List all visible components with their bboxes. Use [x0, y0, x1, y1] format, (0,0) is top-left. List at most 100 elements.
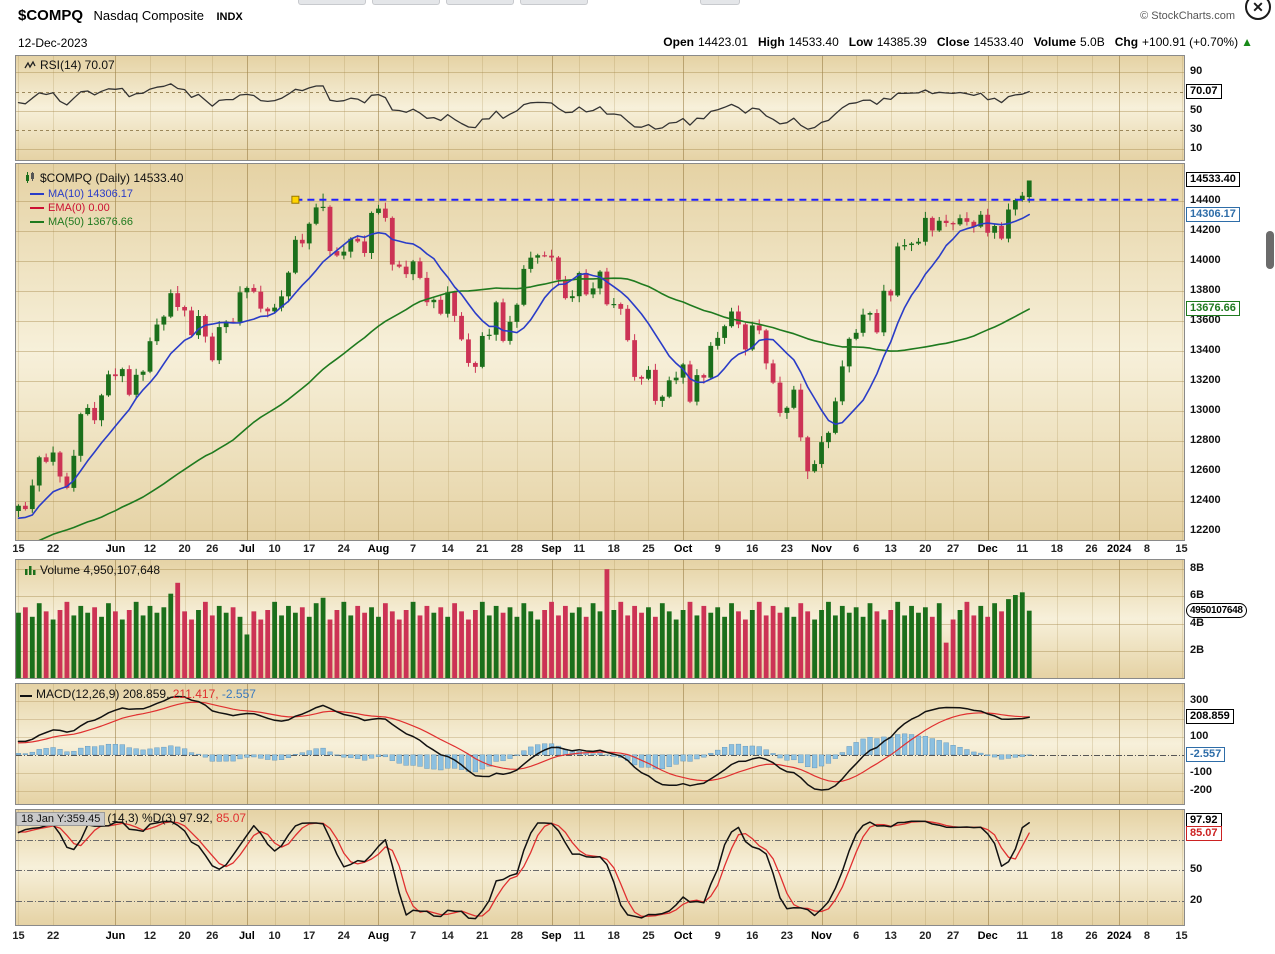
close-icon: ✕ [1252, 0, 1264, 15]
quote-field-value: 14533.40 [788, 35, 839, 49]
price-axis-label: 13600 [1190, 313, 1221, 326]
x-tick-label: Dec [977, 543, 998, 555]
price-axis-label: 14400 [1190, 193, 1221, 206]
quote-field-value: 14385.39 [876, 35, 927, 49]
price-axis-label: 12400 [1190, 493, 1221, 506]
legend-label: MA(50) 13676.66 [48, 216, 133, 228]
volume-axis-label: 8B [1190, 562, 1205, 575]
x-tick-label: 10 [268, 543, 281, 555]
ma10-value-box: 14306.17 [1186, 206, 1240, 222]
price-title-text: $COMPQ (Daily) 14533.40 [40, 171, 184, 185]
price-overlay-legend-item: MA(10) 14306.17 [30, 187, 133, 201]
stochastic-panel-title: 18 Jan Y:359.45 (14,3) %D(3) 97.92, 85.07 [16, 811, 246, 826]
legend-line-swatch [30, 221, 44, 224]
quote-summary: Open 14423.01 High 14533.40 Low 14385.39 Close… [653, 35, 1253, 49]
macd-hist-box: -2.557 [1186, 747, 1226, 763]
price-panel-title: $COMPQ (Daily) 14533.40 [24, 171, 183, 186]
macd-line [17, 695, 1030, 791]
macd-hist-value: -2.557 [221, 687, 256, 701]
quote-field-value: 14423.01 [697, 35, 749, 49]
x-tick-label: Jul [238, 930, 255, 942]
macd-value-box: 208.859 [1186, 709, 1234, 725]
x-tick-label: 12 [143, 543, 157, 555]
x-tick-label: 15 [12, 930, 25, 942]
x-tick-label: 28 [510, 930, 524, 942]
x-tick-label: 26 [206, 543, 219, 555]
browser-tab-sliver[interactable] [298, 0, 366, 5]
quote-field-label: Close [936, 35, 970, 49]
quote-field-label: High [758, 35, 785, 49]
quote-date: 12-Dec-2023 [18, 36, 88, 50]
x-tick-label: Dec [977, 930, 998, 942]
price-axis-label: 12200 [1190, 523, 1221, 536]
x-tick-label: 12 [143, 930, 157, 942]
x-axis-top: 15 22 Jun 12 20 26 Jul 10 17 24 Aug 7 14 21 28 Sep 11 18 2… [0, 543, 1275, 559]
x-tick-label: 17 [303, 543, 316, 555]
legend-line-swatch [30, 207, 44, 210]
x-tick-label: 8 [1143, 543, 1150, 555]
quote-field-value: 14533.40 [973, 35, 1024, 49]
price-axis-label: 12800 [1190, 433, 1221, 446]
x-tick-label: Nov [811, 930, 832, 942]
stoch-d-value: 85.07 [216, 811, 247, 825]
x-tick-label: 23 [780, 930, 794, 942]
x-tick-label: Nov [811, 543, 832, 555]
x-tick-label: 13 [884, 543, 897, 555]
x-tick-label: 26 [206, 930, 219, 942]
ma10-line [17, 213, 1030, 520]
close-button[interactable]: ✕ [1245, 0, 1271, 20]
volume-bars-icon [24, 564, 36, 578]
volume-axis-label: 6B [1190, 589, 1205, 602]
x-tick-label: 20 [919, 930, 932, 942]
x-tick-label: Sep [541, 930, 562, 942]
stoch-k-box: 97.92 [1186, 813, 1222, 829]
browser-tab-sliver[interactable] [520, 0, 588, 5]
price-overlay-legend: MA(10) 14306.17 EMA(0) 0.00 MA(50) 13676.6… [30, 187, 133, 229]
x-tick-label: 13 [884, 930, 897, 942]
x-tick-label: 11 [1016, 930, 1029, 942]
x-tick-label: 9 [714, 543, 721, 555]
x-tick-label: Jul [238, 543, 255, 555]
macd-axis-label: -100 [1190, 765, 1213, 778]
x-tick-label: Sep [541, 543, 562, 555]
macd-line-icon [20, 688, 32, 702]
browser-tab-sliver[interactable] [700, 0, 740, 5]
price-plot [15, 163, 1185, 541]
browser-tab-sliver[interactable] [446, 0, 514, 5]
ma50-line [35, 277, 1030, 541]
x-tick-label: 15 [1175, 543, 1188, 555]
x-tick-label: 15 [1175, 930, 1188, 942]
x-tick-label: 14 [441, 930, 454, 942]
browser-tab-sliver[interactable] [372, 0, 440, 5]
x-tick-label: 2024 [1106, 930, 1132, 942]
chart-header: $COMPQ Nasdaq Composite INDX [18, 7, 243, 25]
x-tick-label: 21 [476, 543, 489, 555]
x-tick-label: 7 [410, 543, 417, 555]
macd-plot [15, 683, 1185, 805]
stoch-d-box: 85.07 [1186, 826, 1222, 842]
quote-field-label: Chg [1114, 35, 1139, 49]
x-tick-label: 11 [573, 543, 586, 555]
exchange-label: INDX [216, 11, 243, 23]
x-tick-label: 25 [642, 543, 655, 555]
change-up-arrow: ▲ [1241, 35, 1253, 49]
candlestick-series [16, 180, 1032, 517]
macd-axis-label: 100 [1190, 729, 1209, 742]
volume-axis-label: 2B [1190, 643, 1205, 656]
legend-line-swatch [30, 193, 44, 196]
stoch-axis-label: 50 [1190, 863, 1203, 876]
annotation-handle[interactable] [291, 195, 300, 204]
price-axis-label: 14200 [1190, 223, 1221, 236]
x-tick-label: 17 [303, 930, 316, 942]
x-tick-label: 11 [573, 930, 586, 942]
x-tick-label: 27 [946, 543, 960, 555]
x-tick-label: 23 [780, 543, 794, 555]
scrollbar-thumb[interactable] [1266, 231, 1274, 269]
x-tick-label: 18 [1050, 543, 1064, 555]
x-axis-bottom: 15 22 Jun 12 20 26 Jul 10 17 24 Aug 7 14 21 28 Sep 11 18 2… [0, 930, 1275, 946]
x-tick-label: 6 [853, 543, 860, 555]
stochastic-plot [15, 809, 1185, 926]
rsi-panel-title: RSI(14) 70.07 [24, 58, 115, 73]
price-close-box: 14533.40 [1186, 172, 1240, 188]
